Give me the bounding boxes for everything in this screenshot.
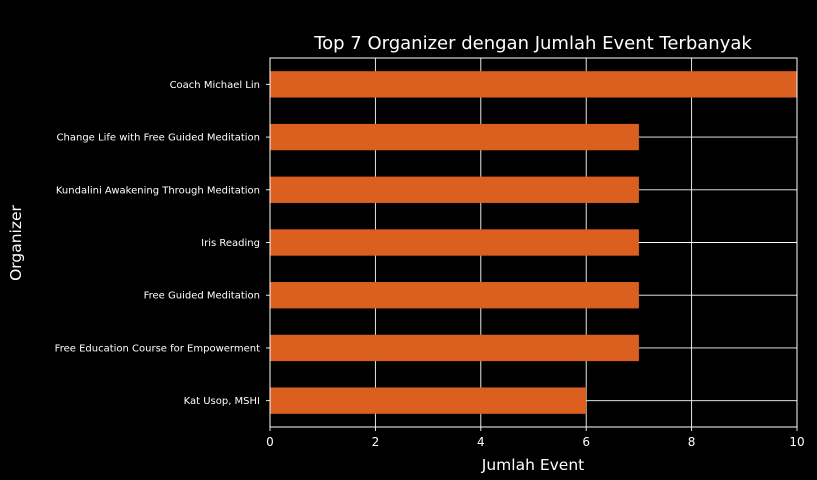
x-tick-label: 8 (688, 435, 696, 449)
bar (270, 123, 639, 151)
x-axis-ticks: 0 2 4 6 8 10 (266, 427, 805, 449)
chart-title: Top 7 Organizer dengan Jumlah Event Terb… (313, 33, 752, 54)
bar (270, 334, 639, 362)
y-axis-label: Organizer (7, 204, 25, 280)
x-tick-label: 2 (372, 435, 380, 449)
bar (270, 387, 587, 414)
bar (270, 282, 639, 309)
y-tick-label: Free Education Course for Empowerment (55, 343, 260, 354)
x-tick-label: 0 (266, 435, 274, 449)
bar (270, 229, 639, 256)
y-tick-label: Kat Usop, MSHI (184, 396, 260, 407)
y-tick-label: Coach Michael Lin (170, 80, 260, 91)
x-tick-label: 6 (582, 435, 590, 449)
x-axis-label: Jumlah Event (481, 456, 584, 474)
x-tick-label: 4 (477, 435, 485, 449)
bar (270, 176, 639, 203)
y-tick-label: Iris Reading (201, 238, 260, 249)
bar (270, 71, 797, 98)
y-tick-label: Free Guided Meditation (144, 291, 260, 302)
y-tick-label: Kundalini Awakening Through Meditation (56, 185, 260, 196)
y-tick-label: Change Life with Free Guided Meditation (57, 133, 260, 144)
bars (270, 71, 797, 414)
y-axis-categories: Coach Michael Lin Change Life with Free G… (55, 80, 270, 407)
x-tick-label: 10 (789, 435, 804, 449)
